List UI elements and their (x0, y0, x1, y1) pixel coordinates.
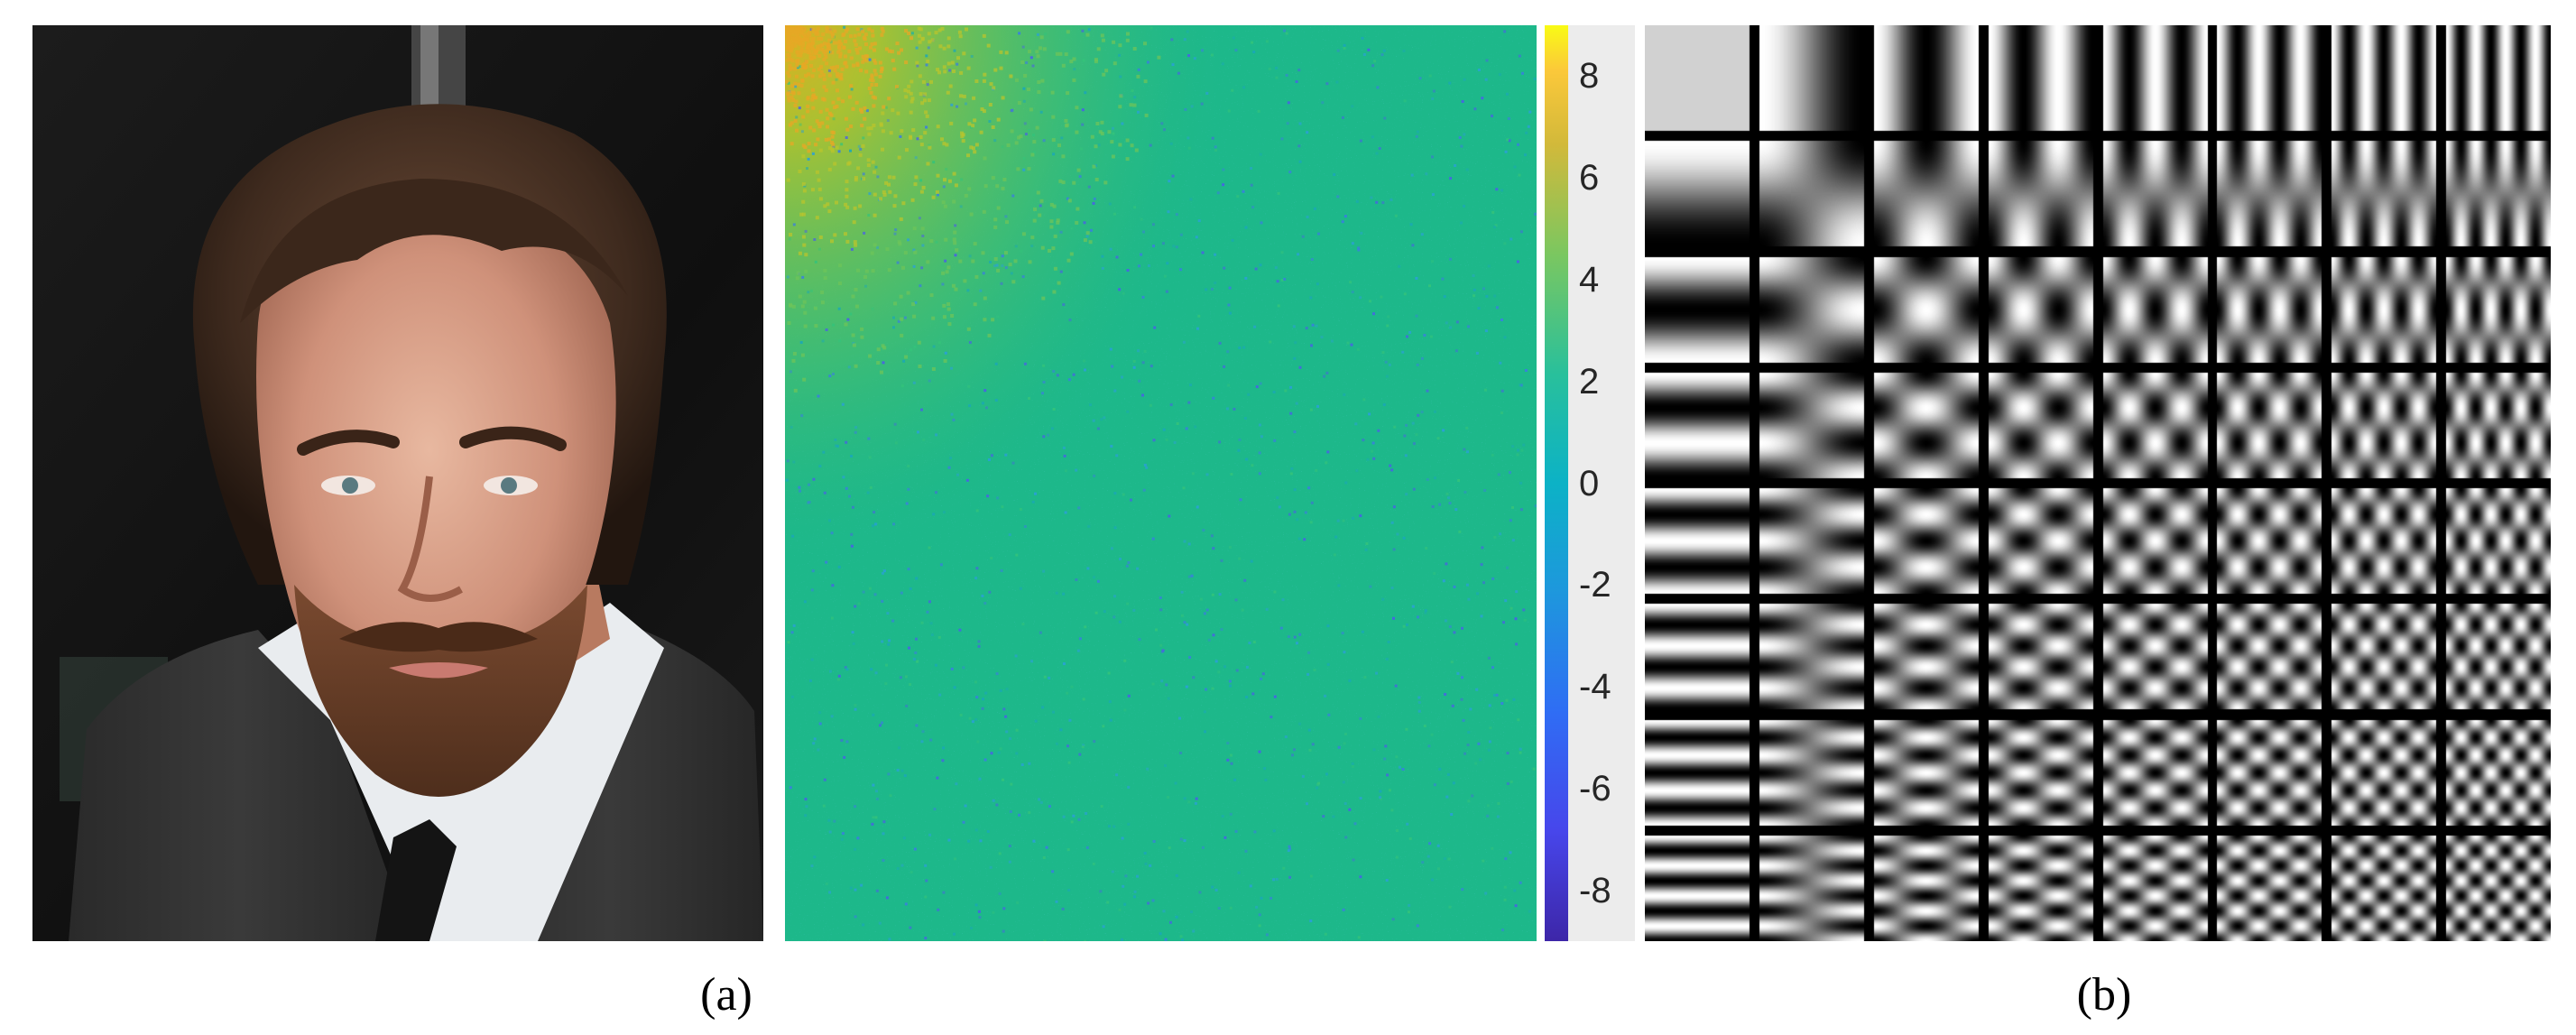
colorbar-tick-label: -2 (1579, 565, 1611, 605)
colorbar-tick-label: -4 (1579, 667, 1611, 707)
colorbar-tick-label: 6 (1579, 158, 1600, 199)
colorbar-tick-label: 8 (1579, 56, 1600, 97)
dct-coefficient-heatmap (785, 25, 1537, 941)
portrait-image (32, 25, 763, 941)
dct-basis-canvas (1645, 25, 2551, 941)
colorbar-tick-label: 4 (1579, 259, 1600, 300)
colorbar: 8 6 4 2 0 -2 -4 -6 -8 (1545, 25, 1635, 941)
heatmap-high-energy-corner (785, 25, 1537, 941)
colorbar-tick-label: -8 (1579, 870, 1611, 910)
colorbar-tick-label: 2 (1579, 361, 1600, 402)
colorbar-tick-label: 0 (1579, 463, 1600, 504)
caption-b: (b) (2076, 969, 2132, 1021)
colorbar-gradient (1545, 25, 1568, 941)
caption-a: (a) (700, 969, 752, 1021)
dct-basis-grid (1645, 25, 2551, 941)
colorbar-tick-label: -6 (1579, 768, 1611, 809)
